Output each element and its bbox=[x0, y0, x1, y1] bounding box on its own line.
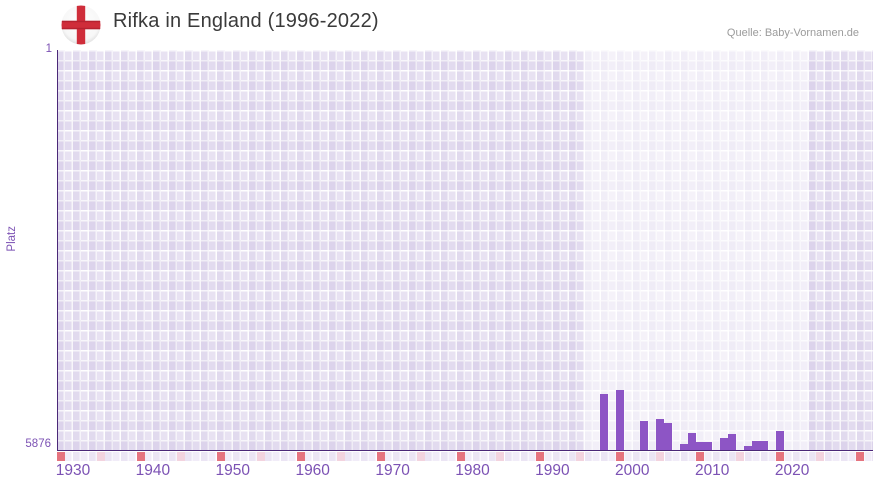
minor-tick-marker-2008 bbox=[696, 451, 705, 461]
y-axis-line bbox=[56, 50, 59, 451]
bar-2015 bbox=[751, 441, 761, 450]
minor-tick-marker-2028 bbox=[856, 451, 865, 461]
minor-tick-marker-1943 bbox=[176, 451, 185, 461]
minor-tick-marker-2003 bbox=[656, 451, 665, 461]
bar-2014 bbox=[743, 446, 753, 450]
bar-2008 bbox=[695, 441, 705, 450]
minor-tick-marker-2023 bbox=[816, 451, 825, 461]
x-tick-label-1950: 1950 bbox=[215, 462, 251, 479]
x-tick-label-1970: 1970 bbox=[375, 462, 410, 479]
minor-tick-marker-1928 bbox=[57, 451, 66, 461]
data-period-highlight-band bbox=[584, 50, 809, 450]
minor-tick-marker-1963 bbox=[336, 451, 345, 461]
y-axis-title: Platz bbox=[6, 226, 18, 252]
minor-tick-marker-1973 bbox=[416, 451, 425, 461]
x-tick-label-1980: 1980 bbox=[455, 462, 490, 479]
x-tick-label-2000: 2000 bbox=[615, 462, 650, 479]
chart-plot-area bbox=[58, 50, 873, 450]
minor-tick-marker-1953 bbox=[256, 451, 265, 461]
x-tick-label-1940: 1940 bbox=[135, 462, 171, 479]
x-tick-label-2020: 2020 bbox=[774, 462, 810, 479]
minor-tick-marker-1938 bbox=[136, 451, 145, 461]
minor-tick-marker-1998 bbox=[616, 451, 625, 461]
x-tick-label-1990: 1990 bbox=[535, 462, 570, 479]
bar-1996 bbox=[599, 393, 609, 450]
x-tick-label-1930: 1930 bbox=[55, 462, 91, 479]
y-axis-bottom-label: 5876 bbox=[25, 438, 51, 450]
y-axis-top-label: 1 bbox=[45, 43, 52, 55]
x-tick-label-2010: 2010 bbox=[694, 462, 730, 479]
bar-2011 bbox=[719, 437, 729, 450]
bar-2012 bbox=[727, 434, 737, 450]
minor-tick-marker-2013 bbox=[736, 451, 745, 461]
bar-2006 bbox=[679, 444, 689, 450]
bar-2003 bbox=[655, 418, 665, 450]
minor-tick-marker-1958 bbox=[296, 451, 305, 461]
bar-2009 bbox=[703, 441, 713, 450]
page-title: Rifka in England (1996-2022) bbox=[113, 10, 379, 32]
minor-tick-marker-1993 bbox=[576, 451, 585, 461]
bar-2016 bbox=[759, 441, 769, 450]
minor-tick-marker-1933 bbox=[96, 451, 105, 461]
source-credit: Quelle: Baby-Vornamen.de bbox=[726, 27, 859, 39]
minor-tick-marker-1948 bbox=[216, 451, 225, 461]
x-axis-line bbox=[56, 449, 873, 452]
bar-2007 bbox=[687, 432, 697, 450]
minor-tick-marker-2018 bbox=[776, 451, 785, 461]
minor-tick-marker-1968 bbox=[376, 451, 385, 461]
minor-tick-strip bbox=[57, 451, 873, 461]
bar-2018 bbox=[775, 430, 785, 450]
minor-tick-marker-1978 bbox=[456, 451, 465, 461]
bar-2004 bbox=[663, 422, 673, 450]
bar-2001 bbox=[639, 420, 649, 450]
minor-tick-marker-1988 bbox=[536, 451, 545, 461]
x-tick-label-1960: 1960 bbox=[295, 462, 330, 479]
minor-tick-marker-1983 bbox=[496, 451, 505, 461]
bar-1998 bbox=[615, 390, 625, 450]
england-flag-icon bbox=[61, 5, 101, 45]
